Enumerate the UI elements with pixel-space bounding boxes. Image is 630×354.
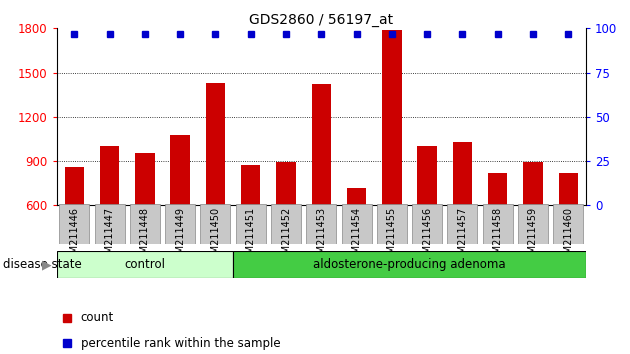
Bar	[488, 173, 507, 205]
Bar	[165, 204, 195, 244]
Bar	[130, 204, 160, 244]
Text: disease state: disease state	[3, 258, 82, 271]
Bar	[171, 135, 190, 205]
Text: GSM211456: GSM211456	[422, 207, 432, 266]
Bar	[553, 204, 583, 244]
Bar	[382, 30, 401, 205]
Text: GSM211455: GSM211455	[387, 207, 397, 266]
Bar	[483, 204, 513, 244]
Text: GSM211452: GSM211452	[281, 207, 291, 266]
Text: GSM211446: GSM211446	[69, 207, 79, 266]
Bar	[418, 146, 437, 205]
Text: control: control	[124, 258, 166, 271]
Bar	[59, 204, 89, 244]
Bar	[233, 251, 586, 278]
Bar	[518, 204, 548, 244]
Bar	[377, 204, 407, 244]
Text: GSM211454: GSM211454	[352, 207, 362, 266]
Text: GSM211447: GSM211447	[105, 207, 115, 266]
Bar	[206, 83, 225, 205]
Bar	[277, 162, 295, 205]
Bar	[312, 84, 331, 205]
Bar	[57, 251, 233, 278]
Text: GSM211458: GSM211458	[493, 207, 503, 266]
Text: percentile rank within the sample: percentile rank within the sample	[81, 337, 280, 350]
Bar	[65, 167, 84, 205]
Bar	[453, 142, 472, 205]
Bar	[412, 204, 442, 244]
Bar	[241, 166, 260, 205]
Bar	[236, 204, 266, 244]
Title: GDS2860 / 56197_at: GDS2860 / 56197_at	[249, 13, 393, 27]
Bar	[271, 204, 301, 244]
Bar	[135, 153, 154, 205]
Bar	[559, 173, 578, 205]
Text: GSM211448: GSM211448	[140, 207, 150, 266]
Text: GSM211450: GSM211450	[210, 207, 220, 266]
Bar	[447, 204, 478, 244]
Text: aldosterone-producing adenoma: aldosterone-producing adenoma	[313, 258, 506, 271]
Text: GSM211449: GSM211449	[175, 207, 185, 266]
Text: GSM211453: GSM211453	[316, 207, 326, 266]
Text: count: count	[81, 312, 114, 324]
Bar	[200, 204, 231, 244]
Bar	[524, 162, 542, 205]
Bar	[347, 188, 366, 205]
Bar	[341, 204, 372, 244]
Text: ▶: ▶	[42, 258, 52, 271]
Bar	[100, 146, 119, 205]
Text: GSM211457: GSM211457	[457, 207, 467, 266]
Text: GSM211460: GSM211460	[563, 207, 573, 266]
Bar	[94, 204, 125, 244]
Text: GSM211459: GSM211459	[528, 207, 538, 266]
Bar	[306, 204, 336, 244]
Text: GSM211451: GSM211451	[246, 207, 256, 266]
